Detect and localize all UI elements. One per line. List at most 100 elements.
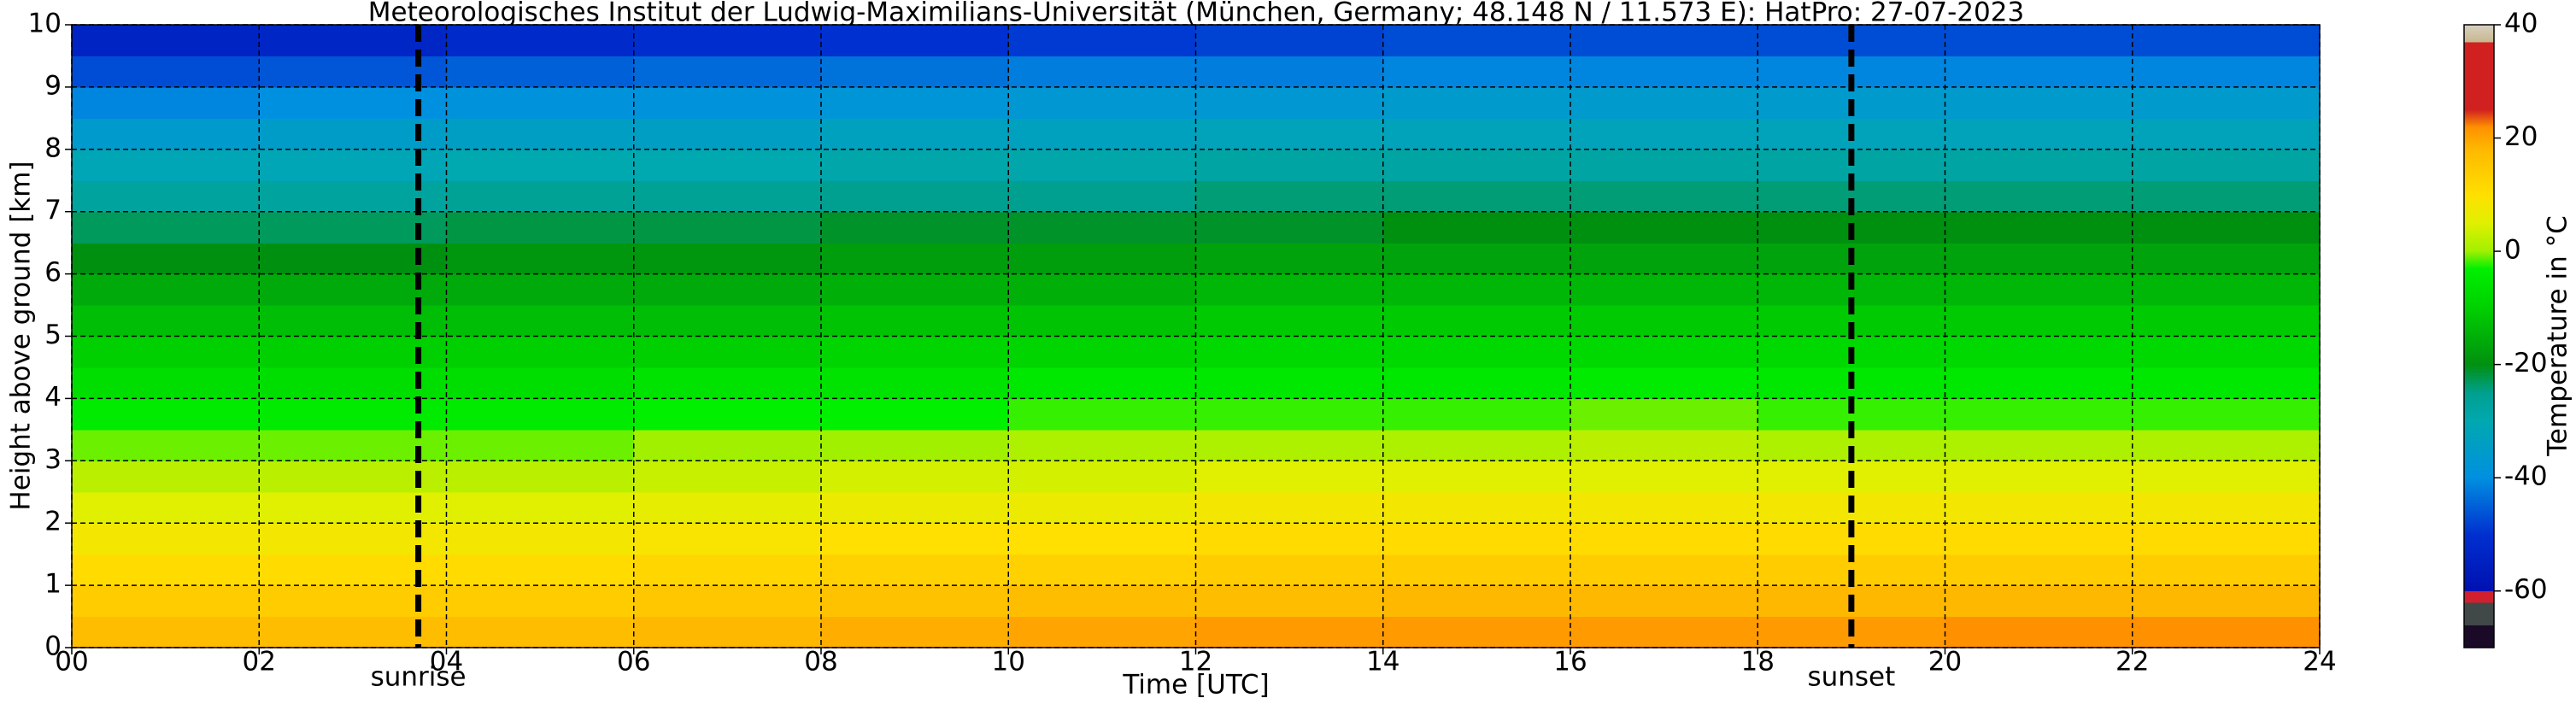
heatmap-cell [1945, 243, 2133, 275]
heatmap-cell [446, 149, 635, 181]
heatmap-cell [1570, 616, 1758, 648]
heatmap-cell [1008, 336, 1197, 368]
heatmap-cell [72, 585, 260, 618]
heatmap-cell [821, 429, 1009, 461]
heatmap-cell [1570, 180, 1758, 213]
heatmap-cell [1382, 243, 1571, 275]
heatmap-cell [821, 585, 1009, 618]
heatmap-cell [72, 491, 260, 524]
heatmap-cell [1382, 616, 1571, 648]
colorbar-segment [2464, 534, 2494, 592]
heatmap-cell [1195, 25, 1384, 57]
heatmap-cell [1382, 305, 1571, 337]
heatmap-cell [446, 118, 635, 150]
heatmap-cell [72, 56, 260, 88]
colorbar-tick-label: 0 [2504, 235, 2521, 266]
heatmap-cell [2132, 118, 2321, 150]
heatmap-cell [1570, 491, 1758, 524]
heatmap-cell [1195, 243, 1384, 275]
heatmap-cell [1945, 429, 2133, 461]
heatmap-cell [2132, 461, 2321, 493]
colorbar-tick-label: -20 [2504, 348, 2548, 378]
heatmap-cell [633, 211, 822, 243]
x-tick-label: 24 [2303, 647, 2336, 678]
colorbar-segment [2464, 126, 2494, 150]
heatmap-cell [1195, 180, 1384, 213]
heatmap-cell [1008, 523, 1197, 555]
heatmap-cell [821, 86, 1009, 119]
heatmap-cell [1945, 367, 2133, 399]
heatmap-cell [821, 211, 1009, 243]
heatmap-cell [1570, 336, 1758, 368]
y-tick-label: 2 [44, 507, 62, 537]
heatmap-cell [1008, 585, 1197, 618]
heatmap-cell [2132, 273, 2321, 306]
heatmap-cell [2132, 398, 2321, 431]
heatmap-cell [633, 305, 822, 337]
heatmap-cell [633, 25, 822, 57]
heatmap-cell [821, 149, 1009, 181]
heatmap-cell [1945, 25, 2133, 57]
heatmap-cell [72, 523, 260, 555]
heatmap-cell [446, 491, 635, 524]
heatmap-cell [1008, 118, 1197, 150]
heatmap-cell [72, 367, 260, 399]
heatmap-cell [1945, 585, 2133, 618]
colorbar-segment [2464, 364, 2494, 394]
heatmap-cell [1195, 211, 1384, 243]
colorbar-tick-label: 40 [2504, 9, 2538, 39]
heatmap-cell [1195, 367, 1384, 399]
chart-title: Meteorologisches Institut der Ludwig-Max… [368, 0, 2024, 28]
heatmap-cell [2132, 211, 2321, 243]
heatmap-cell [1382, 149, 1571, 181]
heatmap-cell [2132, 180, 2321, 213]
heatmap-cell [633, 336, 822, 368]
heatmap-cell [1945, 336, 2133, 368]
heatmap-cell [1008, 554, 1197, 586]
heatmap-cell [1382, 461, 1571, 493]
x-tick-label: 00 [55, 647, 88, 678]
y-axis-label: Height above ground [km] [6, 161, 37, 510]
y-tick-label: 6 [44, 257, 62, 288]
colorbar-segment [2464, 392, 2494, 422]
heatmap-cell [633, 243, 822, 275]
heatmap-cell [1382, 367, 1571, 399]
heatmap-cell [446, 616, 635, 648]
heatmap-cell [1195, 461, 1384, 493]
heatmap-cell [1945, 56, 2133, 88]
heatmap-cell [1195, 86, 1384, 119]
heatmap-cell [72, 398, 260, 431]
heatmap-cell [2132, 149, 2321, 181]
heatmap-cell [633, 429, 822, 461]
heatmap-cell [1570, 86, 1758, 119]
heatmap-cell [1382, 86, 1571, 119]
x-tick-label: 04 [430, 647, 463, 678]
colorbar-tick-label: -60 [2504, 574, 2548, 605]
heatmap-cell [446, 398, 635, 431]
heatmap-cell [633, 180, 822, 213]
heatmap-cell [821, 554, 1009, 586]
heatmap-cell [1570, 523, 1758, 555]
colorbar-segment [2464, 625, 2494, 648]
heatmap-cell [1382, 25, 1571, 57]
y-tick-label: 7 [44, 195, 62, 226]
heatmap-cell [2132, 491, 2321, 524]
heatmap-cell [2132, 616, 2321, 648]
y-tick-label: 1 [44, 569, 62, 600]
heatmap-cell [1195, 398, 1384, 431]
heatmap-cell [1008, 243, 1197, 275]
heatmap-cell [633, 398, 822, 431]
heatmap-cell [633, 616, 822, 648]
heatmap-cell [1195, 491, 1384, 524]
heatmap-cell [1195, 523, 1384, 555]
heatmap-cell [1570, 429, 1758, 461]
heatmap-cell [446, 461, 635, 493]
heatmap-cell [1195, 616, 1384, 648]
heatmap-cell [72, 616, 260, 648]
heatmap-cell [1945, 305, 2133, 337]
colorbar-tick-label: -40 [2504, 461, 2548, 492]
heatmap-cell [1945, 149, 2133, 181]
colorbar-frame [2463, 24, 2495, 648]
heatmap-cell [72, 554, 260, 586]
heatmap-cell [1195, 56, 1384, 88]
